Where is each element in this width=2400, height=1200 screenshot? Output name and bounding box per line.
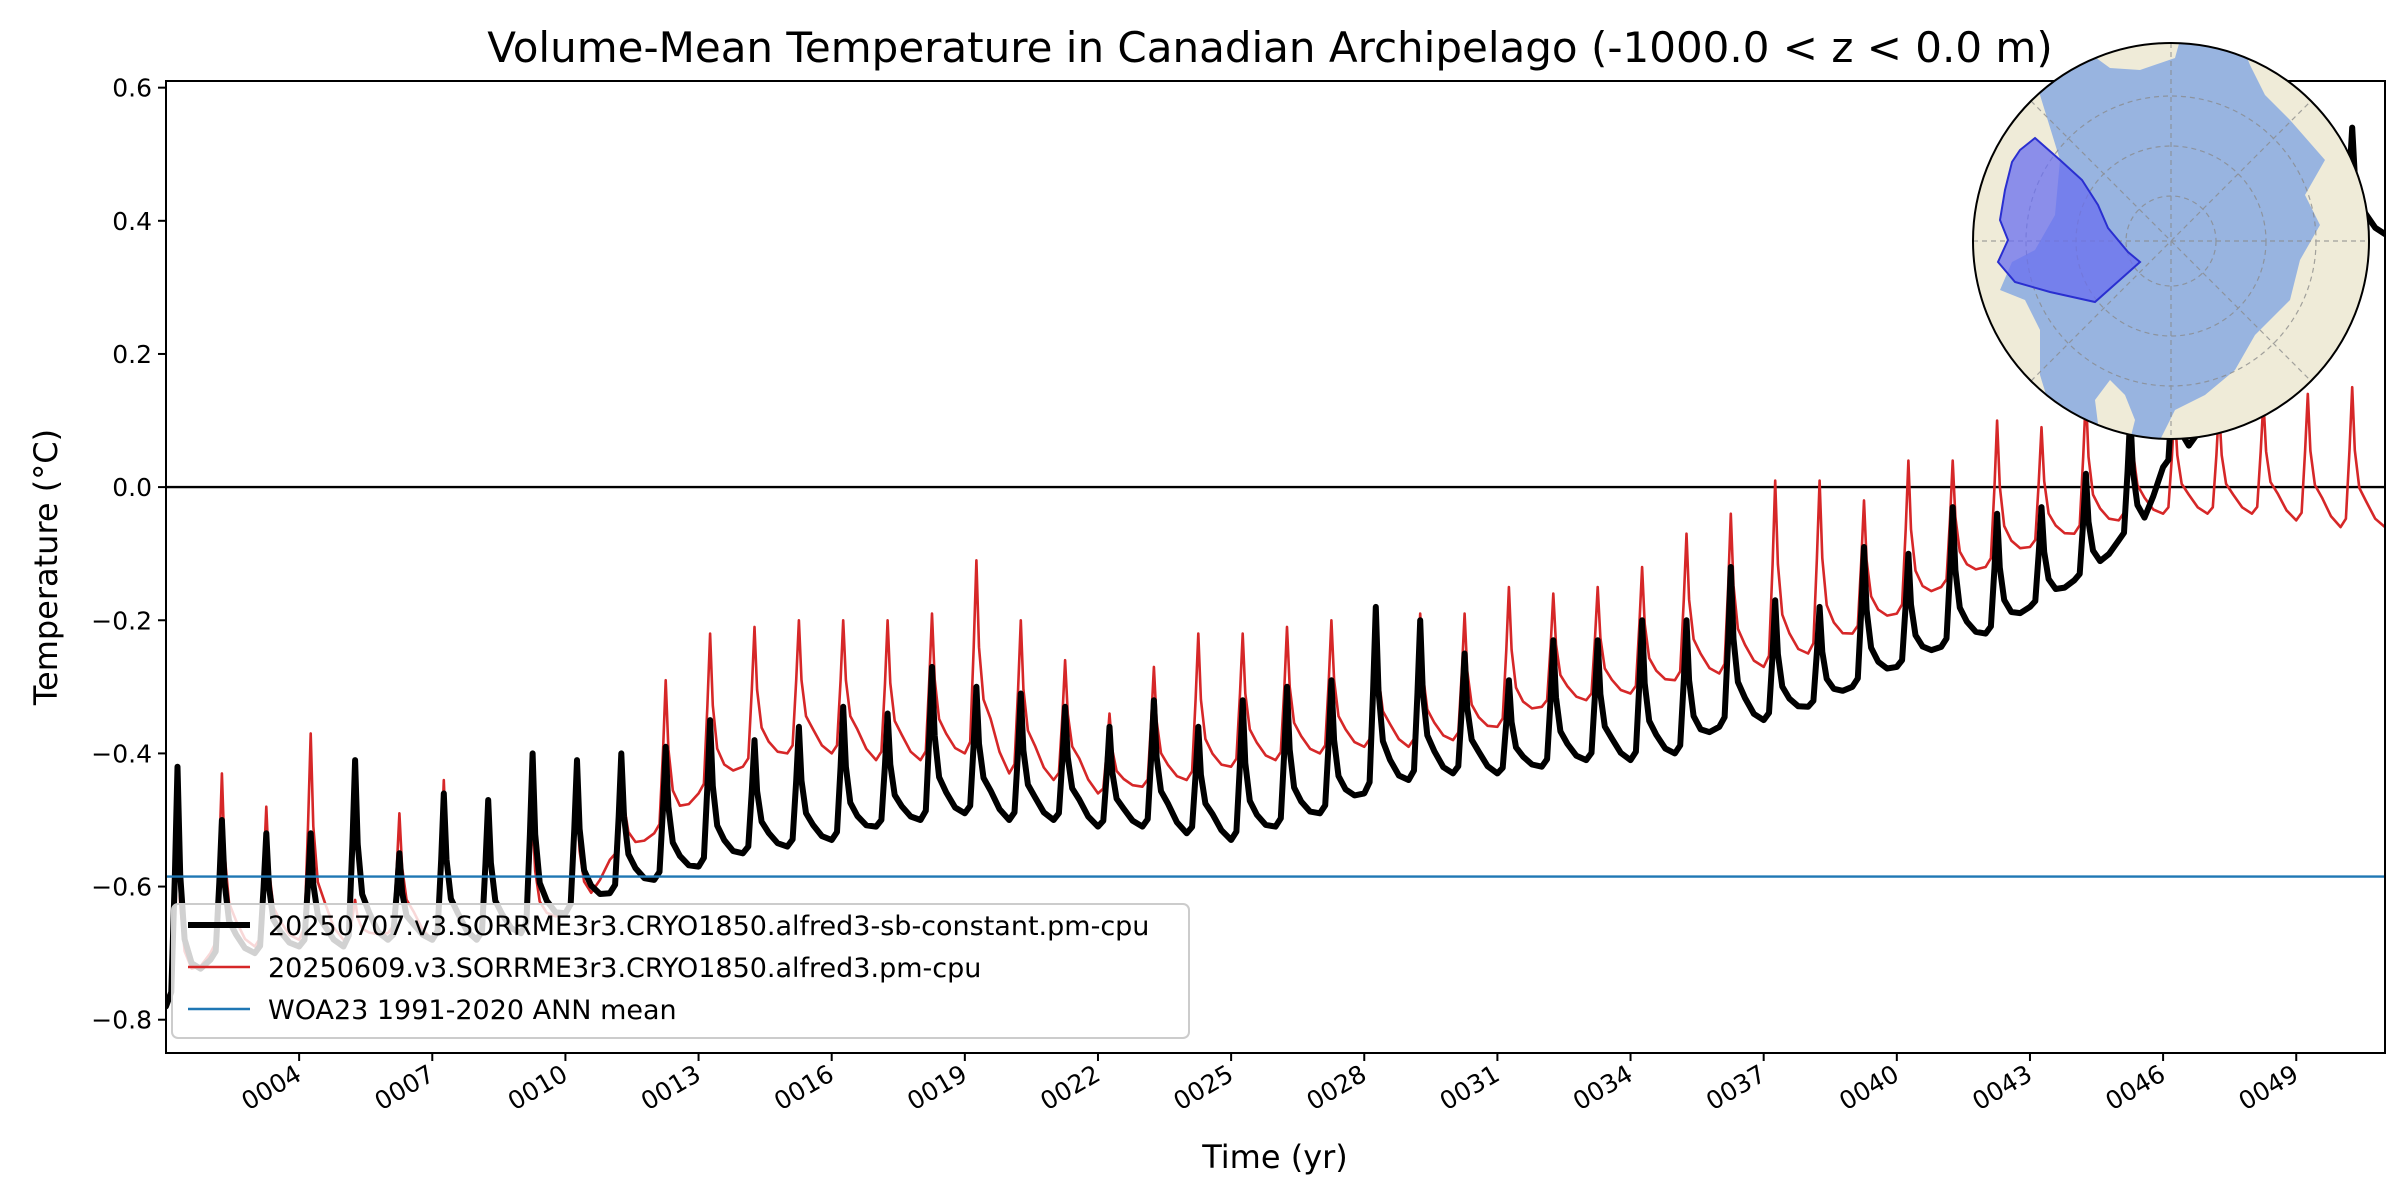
x-tick-label: 0034 <box>1568 1059 1638 1116</box>
y-tick-label: 0.6 <box>112 74 152 103</box>
x-tick-label: 0004 <box>237 1059 307 1116</box>
plot-area <box>165 80 2386 1054</box>
x-tick-label: 0010 <box>503 1059 573 1116</box>
x-tick-label: 0031 <box>1435 1059 1505 1116</box>
x-axis: 0004 0007 0010 0013 0016 0019 0022 0025 0028 0031… <box>237 1053 2304 1116</box>
y-axis: −0.8 −0.6 −0.4 −0.2 0.0 0.2 0.4 0.6 <box>91 74 166 1035</box>
legend-label-series-2: 20250609.v3.SORRME3r3.CRYO1850.alfred3.p… <box>268 953 981 984</box>
x-tick-label: 0007 <box>370 1059 440 1116</box>
x-tick-label: 0049 <box>2234 1059 2304 1116</box>
inset-land-scandinavia <box>2095 380 2135 439</box>
legend-label-series-1: 20250707.v3.SORRME3r3.CRYO1850.alfred3-s… <box>268 911 1149 942</box>
inset-border <box>1972 42 2370 440</box>
x-tick-label: 0019 <box>902 1059 972 1116</box>
y-tick-label: 0.0 <box>112 473 152 502</box>
x-tick-label: 0025 <box>1169 1059 1239 1116</box>
x-tick-label: 0022 <box>1035 1059 1105 1116</box>
y-tick-label: −0.2 <box>91 606 152 635</box>
y-tick-label: −0.6 <box>91 873 152 902</box>
inset-land-eurasia <box>2160 43 2369 439</box>
x-tick-label: 0037 <box>1701 1059 1771 1116</box>
x-tick-label: 0046 <box>2100 1059 2170 1116</box>
x-tick-label: 0016 <box>769 1059 839 1116</box>
region-inset-map <box>1972 42 2370 440</box>
legend: 20250707.v3.SORRME3r3.CRYO1850.alfred3-s… <box>171 903 1190 1039</box>
x-tick-label: 0013 <box>636 1059 706 1116</box>
y-tick-label: −0.8 <box>91 1006 152 1035</box>
legend-label-series-3: WOA23 1991-2020 ANN mean <box>268 995 677 1026</box>
x-axis-label: Time (yr) <box>1201 1138 1348 1176</box>
y-tick-label: 0.2 <box>112 340 152 369</box>
x-tick-label: 0040 <box>1834 1059 1904 1116</box>
y-axis-label: Temperature (°C) <box>27 429 65 706</box>
inset-highlighted-region <box>1996 136 2142 304</box>
x-tick-label: 0028 <box>1302 1059 1372 1116</box>
y-tick-label: 0.4 <box>112 207 152 236</box>
chart-title: Volume-Mean Temperature in Canadian Arch… <box>487 23 2052 72</box>
plot-frame <box>165 80 2386 1054</box>
y-tick-label: −0.4 <box>91 739 152 768</box>
series-lines <box>166 117 2385 1010</box>
legend-box <box>171 903 1190 1039</box>
x-tick-label: 0043 <box>1967 1059 2037 1116</box>
series-line-sb-constant <box>166 117 2385 1010</box>
